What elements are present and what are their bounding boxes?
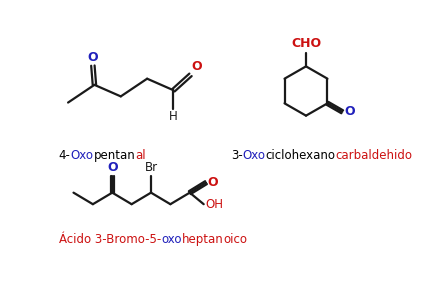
Text: carbaldehido: carbaldehido [336,149,413,162]
Text: 4-: 4- [59,149,71,162]
Text: O: O [207,176,218,189]
Text: heptan: heptan [181,233,223,246]
Text: O: O [87,51,98,64]
Text: ciclohexano: ciclohexano [265,149,336,162]
Text: Br: Br [145,161,158,174]
Text: oxo: oxo [161,233,181,246]
Text: Oxo: Oxo [71,149,94,162]
Text: Oxo: Oxo [242,149,265,162]
Text: oico: oico [223,233,247,246]
Text: Ácido 3-Bromo-5-: Ácido 3-Bromo-5- [59,233,161,246]
Text: O: O [191,60,202,73]
Text: O: O [107,161,118,174]
Text: al: al [136,149,146,162]
Text: O: O [345,105,355,118]
Text: CHO: CHO [291,37,321,50]
Text: 3-: 3- [231,149,242,162]
Text: H: H [169,110,178,123]
Text: OH: OH [205,198,223,211]
Text: pentan: pentan [94,149,136,162]
